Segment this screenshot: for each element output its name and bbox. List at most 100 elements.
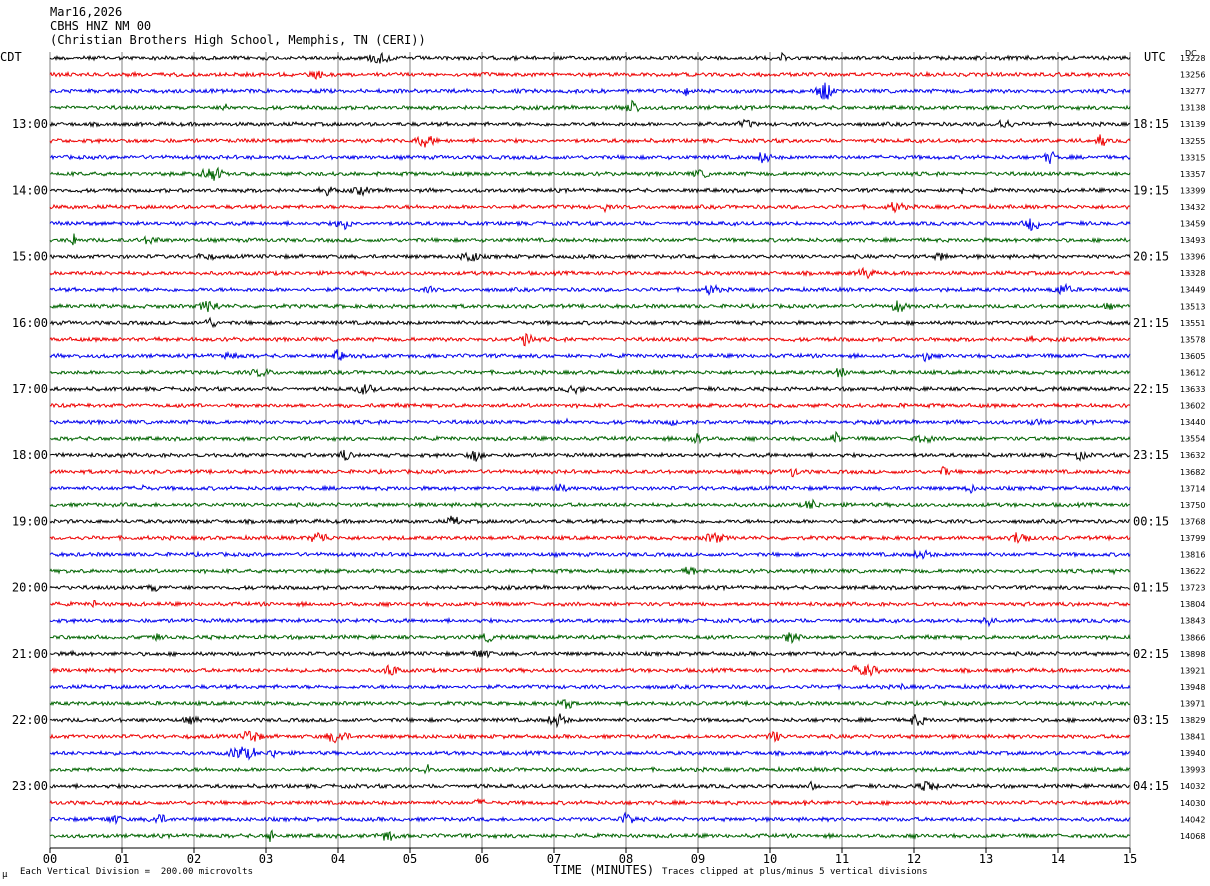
cdt-hour-label: 19:00	[12, 514, 48, 528]
trace-line-10	[49, 201, 1131, 214]
dc-offset-label: 13432	[1180, 203, 1205, 212]
utc-hour-label: 00:15	[1133, 514, 1169, 528]
trace-line-47	[49, 811, 1131, 826]
trace-line-24	[50, 430, 1131, 445]
trace-line-31	[49, 549, 1131, 560]
trace-line-39	[49, 682, 1131, 691]
clip-note: Traces clipped at plus/minus 5 vertical …	[662, 867, 928, 877]
utc-hour-label: 20:15	[1133, 250, 1169, 264]
trace-line-8	[50, 166, 1131, 181]
trace-line-26	[49, 465, 1131, 478]
trace-line-28	[49, 498, 1131, 509]
trace-line-32	[49, 566, 1131, 576]
minute-gridlines	[49, 52, 1131, 848]
dc-offset-label: 14042	[1180, 815, 1205, 824]
trace-line-36	[49, 632, 1131, 645]
trace-line-16	[49, 300, 1131, 313]
trace-line-37	[49, 649, 1130, 659]
dc-offset-label: 13632	[1180, 451, 1205, 460]
cdt-hour-label: 14:00	[12, 183, 48, 197]
x-tick-label-04: 04	[331, 852, 345, 866]
trace-line-2	[49, 70, 1131, 80]
utc-hour-label: 19:15	[1133, 183, 1169, 197]
trace-line-7	[49, 150, 1131, 165]
dc-offset-label: 13682	[1180, 468, 1205, 477]
dc-offset-label: 13277	[1180, 87, 1205, 96]
x-tick-label-05: 05	[403, 852, 417, 866]
trace-line-21	[49, 384, 1131, 396]
trace-line-17	[49, 316, 1131, 329]
dc-offset-label: 13993	[1180, 766, 1205, 775]
scale-corner-mark: μ	[2, 870, 8, 880]
trace-line-9	[49, 185, 1131, 197]
utc-hour-label: 01:15	[1133, 581, 1169, 595]
x-tick-label-01: 01	[115, 852, 129, 866]
x-tick-label-06: 06	[475, 852, 489, 866]
dc-offset-label: 13493	[1180, 236, 1205, 245]
dc-offset-label: 13866	[1180, 633, 1205, 642]
dc-offset-label: 13255	[1180, 137, 1205, 146]
dc-offset-label: 13816	[1180, 551, 1205, 560]
trace-line-27	[49, 483, 1131, 495]
trace-line-33	[49, 583, 1131, 593]
dc-offset-label: 13605	[1180, 352, 1205, 361]
dc-offset-label: 13829	[1180, 716, 1205, 725]
trace-line-43	[49, 746, 1131, 761]
trace-line-18	[49, 332, 1131, 347]
utc-hour-label: 22:15	[1133, 382, 1169, 396]
trace-line-4	[49, 99, 1131, 113]
trace-line-15	[49, 282, 1131, 296]
utc-hour-label: 04:15	[1133, 779, 1169, 793]
dc-offset-label: 13898	[1180, 650, 1205, 659]
plot-date: Mar16,2026	[50, 5, 123, 19]
trace-line-29	[49, 515, 1130, 526]
x-tick-label-00: 00	[43, 852, 57, 866]
dc-offset-label: 13554	[1180, 435, 1205, 444]
dc-offset-label: 13551	[1180, 319, 1205, 328]
trace-line-46	[49, 797, 1131, 807]
trace-line-20	[49, 367, 1131, 378]
trace-line-48	[49, 829, 1131, 842]
dc-offset-label: 13328	[1180, 269, 1205, 278]
dc-offset-label: 13622	[1180, 567, 1205, 576]
dc-offset-label: 13799	[1180, 534, 1205, 543]
trace-line-44	[49, 764, 1131, 775]
trace-line-30	[49, 531, 1131, 545]
x-tick-label-11: 11	[835, 852, 849, 866]
station-location: (Christian Brothers High School, Memphis…	[50, 33, 426, 47]
dc-offset-label: 13971	[1180, 699, 1205, 708]
cdt-hour-label: 23:00	[12, 779, 48, 793]
trace-line-41	[49, 713, 1131, 729]
trace-line-13	[49, 251, 1131, 263]
utc-hour-label: 23:15	[1133, 448, 1169, 462]
dc-offset-label: 13449	[1180, 286, 1205, 295]
cdt-hour-label: 20:00	[12, 581, 48, 595]
cdt-hour-label: 16:00	[12, 316, 48, 330]
dc-offset-label: 13841	[1180, 733, 1205, 742]
dc-offset-label: 13768	[1180, 517, 1205, 526]
time-axis-ticks: 00 01 02 03 04 05 06 07 08 09 10 11 12 13 14 15	[43, 847, 1137, 866]
right-timezone-label: UTC	[1144, 50, 1166, 64]
dc-offset-label: 13513	[1180, 302, 1205, 311]
utc-hour-labels: 18:15 19:15 20:15 21:15 22:15 23:15 00:15 01:15…	[1133, 117, 1169, 793]
dc-offset-label: 13750	[1180, 501, 1205, 510]
x-tick-label-13: 13	[979, 852, 993, 866]
x-tick-label-12: 12	[907, 852, 921, 866]
x-tick-label-09: 09	[691, 852, 705, 866]
trace-line-38	[49, 663, 1131, 677]
trace-line-34	[49, 599, 1131, 609]
trace-line-22	[49, 401, 1131, 410]
trace-line-42	[49, 730, 1131, 744]
trace-line-12	[49, 233, 1131, 246]
dc-offset-header: DC	[1185, 49, 1197, 58]
trace-line-3	[49, 82, 1131, 100]
dc-offset-label: 13138	[1180, 104, 1205, 113]
trace-line-25	[49, 449, 1131, 462]
cdt-hour-label: 22:00	[12, 713, 48, 727]
dc-offset-label: 13578	[1180, 335, 1205, 344]
trace-line-11	[49, 218, 1131, 232]
trace-line-40	[49, 699, 1131, 709]
dc-offset-label: 14032	[1180, 782, 1205, 791]
dc-offset-label: 13804	[1180, 600, 1205, 609]
trace-line-45	[49, 780, 1130, 791]
